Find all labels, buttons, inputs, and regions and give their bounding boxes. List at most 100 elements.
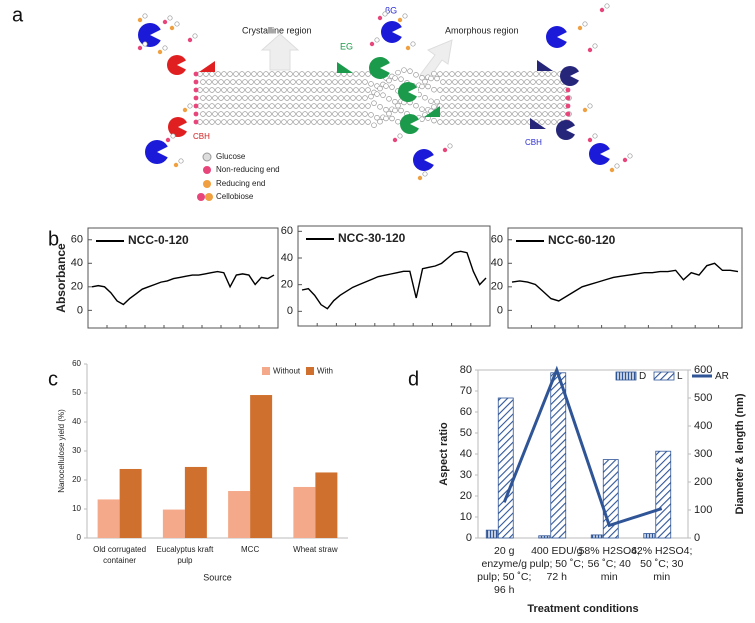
glucose [545,103,551,109]
legend-swatch [306,367,314,375]
glucose [509,103,515,109]
glucose [551,103,557,109]
x-tick-label: 20 g [494,545,515,557]
glucose [551,119,557,125]
cellobiose [169,25,175,31]
glucose [245,87,251,93]
glucose [290,111,296,117]
glucose [227,119,233,125]
glucose [215,103,221,109]
glucose [503,87,509,93]
enzyme-cleft [408,87,418,97]
glucose [269,87,275,93]
glucose [206,111,212,117]
y-tick-label: 20 [460,490,472,502]
glucose [317,87,323,93]
glucose [266,111,272,117]
glucose [227,87,233,93]
x-tick-label: MCC [241,545,259,554]
glucose [290,95,296,101]
glucose [443,71,449,77]
glucose [218,79,224,85]
glucose [359,103,365,109]
line [91,270,275,306]
glucose [224,111,230,117]
glucose [332,111,338,117]
legend-label: Without [273,367,301,376]
glucose [491,103,497,109]
glucose [323,103,329,109]
glucose [503,103,509,109]
glucose [389,84,395,90]
glucose [284,111,290,117]
glucose [539,103,545,109]
glucose [371,100,377,106]
glucose [296,79,302,85]
glucose [587,103,593,109]
glucose [365,71,371,77]
glucose [302,79,308,85]
glucose [518,111,524,117]
glucose [512,111,518,117]
glucose [239,103,245,109]
glucose [359,119,365,125]
x-tick-label: enzyme/g [481,558,527,570]
enzyme-cleft [150,29,162,41]
panel-label: a [12,4,24,26]
glucose [554,95,560,101]
glucose [500,79,506,85]
glucose [374,91,380,97]
glucose [518,95,524,101]
glucose [257,119,263,125]
glucose [174,21,180,27]
glucose [329,87,335,93]
glucose [386,110,392,117]
glucose [395,69,401,76]
glucose [356,79,362,85]
x-tick-label: Old corrugated [93,545,146,554]
glucose [347,119,353,125]
line [511,262,739,302]
y2-tick-label: 400 [694,420,712,432]
glucose [311,71,317,77]
glucose [224,79,230,85]
glucose [497,87,503,93]
glucose [341,103,347,109]
legend-label: L [677,371,683,382]
glucose [392,99,398,105]
bar [228,491,251,538]
y-tick-label: 60 [460,406,472,418]
glucose [326,79,332,85]
glucose [500,111,506,117]
glucose [215,71,221,77]
y-tick-label: 10 [72,504,81,513]
glucose [443,103,449,109]
glucose [359,71,365,77]
glucose [296,95,302,101]
y-tick-label: 0 [77,304,83,316]
glucose [467,103,473,109]
glucose [251,71,257,77]
x-tick-label: pulp; 50 ˚C; [477,571,531,583]
glucose [395,102,401,109]
glucose [347,87,353,93]
diagram-label: Crystalline region [242,25,312,35]
glucose [524,111,530,117]
enzyme-domain [424,106,440,117]
glucose [170,133,176,139]
glucose [209,71,215,77]
glucose [509,71,515,77]
y-tick-label: 80 [460,364,472,376]
enzyme-cleft [380,62,391,74]
glucose [227,71,233,77]
glucose [221,71,227,77]
cellobiose [577,25,583,31]
x-tick-label: 58% H2SO4; [579,545,640,557]
glucose [557,103,563,109]
y-tick-label: 50 [72,388,81,397]
bar [293,486,316,538]
glucose [215,87,221,93]
glucose [476,95,482,101]
panel-label: c [48,368,58,390]
glucose [467,71,473,77]
